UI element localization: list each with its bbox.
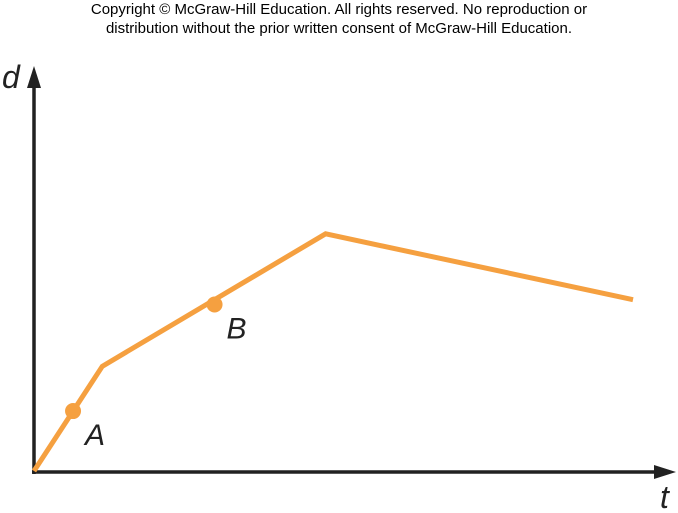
point-b <box>206 296 223 313</box>
copyright-notice: Copyright © McGraw-Hill Education. All r… <box>0 0 678 38</box>
x-axis-arrowhead <box>654 465 676 479</box>
copyright-line-2: distribution without the prior written c… <box>105 20 573 37</box>
point-label-a: A <box>83 419 105 452</box>
x-axis-label: t <box>660 479 670 513</box>
y-axis-arrowhead <box>27 66 41 88</box>
series-line <box>31 231 634 473</box>
point-a <box>65 403 82 420</box>
y-axis-label: d <box>2 59 21 95</box>
point-label-b: B <box>227 313 247 346</box>
copyright-line-1: Copyright © McGraw-Hill Education. All r… <box>90 1 588 18</box>
